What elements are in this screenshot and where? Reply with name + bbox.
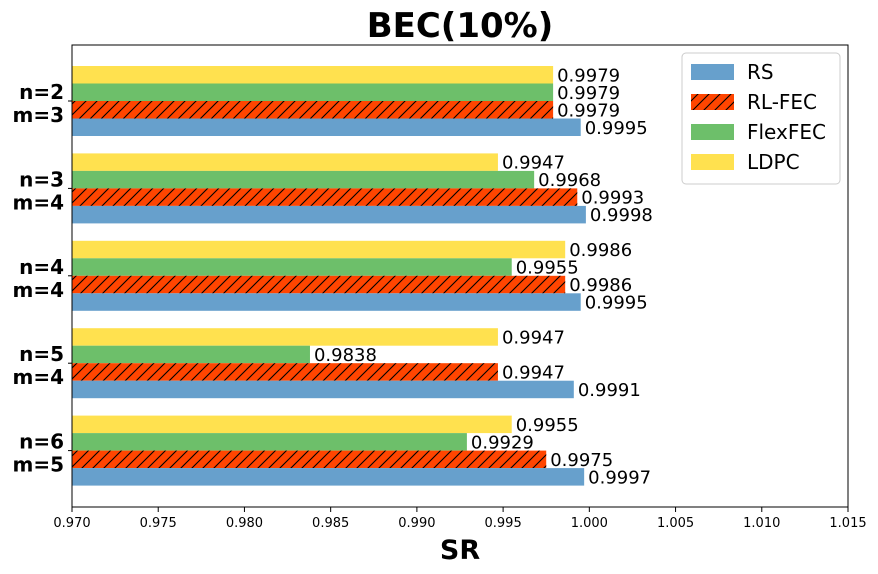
bar-flexfec	[72, 345, 310, 364]
bar-hatch-rl-fec	[72, 188, 578, 206]
bar-value-label: 0.9947	[502, 153, 565, 174]
legend-label-rl-fec: RL-FEC	[747, 90, 817, 114]
category-label-m: m=3	[12, 103, 64, 127]
x-tick-label: 0.980	[226, 516, 263, 531]
bar-value-label: 0.9993	[581, 188, 644, 209]
legend-box	[681, 52, 841, 185]
bar-hatch-rl-fec	[72, 450, 547, 469]
bar-value-label: 0.9986	[569, 240, 632, 261]
bar-value-label: 0.9968	[538, 170, 601, 191]
category-label-n: n=6	[19, 430, 64, 454]
bar-rs	[72, 205, 586, 224]
legend-label-rs: RS	[747, 60, 774, 84]
x-tick-label: 0.975	[140, 516, 177, 531]
bar-flexfec	[72, 433, 467, 451]
category-label-n: n=4	[19, 255, 64, 279]
chart-title: BEC(10%)	[367, 6, 554, 46]
category-label-m: m=4	[12, 278, 64, 302]
legend-swatch-rs	[691, 64, 734, 80]
x-tick-label: 1.000	[571, 516, 608, 531]
bar-ldpc	[72, 240, 566, 259]
bar-hatch-rl-fec	[72, 101, 554, 119]
bar-ldpc	[72, 153, 498, 171]
bar-hatch-rl-fec	[72, 363, 498, 381]
bar-value-label: 0.9986	[569, 275, 632, 296]
x-tick-label: 0.985	[312, 516, 349, 531]
category-label-m: m=4	[12, 365, 64, 389]
x-tick-label: 0.970	[53, 516, 90, 531]
x-tick-label: 0.995	[485, 516, 522, 531]
bar-value-label: 0.9995	[585, 293, 648, 314]
x-axis-label: SR	[440, 535, 480, 566]
x-tick-label: 1.015	[829, 516, 866, 531]
bar-value-label: 0.9929	[471, 432, 534, 453]
legend-label-flexfec: FlexFEC	[747, 120, 826, 144]
category-label-n: n=2	[19, 80, 64, 104]
category-label-n: n=3	[19, 167, 64, 191]
bar-ldpc	[72, 415, 512, 434]
bar-value-label: 0.9955	[516, 415, 579, 436]
bar-value-label: 0.9979	[557, 83, 620, 104]
bar-hatch-rl-fec	[72, 275, 566, 294]
bar-value-label: 0.9838	[314, 345, 377, 366]
bar-rs	[72, 380, 574, 399]
bar-value-label: 0.9998	[590, 205, 653, 226]
legend-swatch-hatch	[691, 94, 734, 110]
bar-rs	[72, 293, 581, 311]
category-label-n: n=5	[19, 342, 64, 366]
x-tick-label: 1.005	[657, 516, 694, 531]
bar-ldpc	[72, 66, 554, 84]
x-tick-label: 0.990	[398, 516, 435, 531]
legend-swatch-flexfec	[691, 124, 734, 140]
bar-value-label: 0.9975	[550, 450, 613, 471]
bar-value-label: 0.9995	[585, 118, 648, 139]
bar-rs	[72, 118, 581, 136]
category-label-m: m=4	[12, 190, 64, 214]
bar-value-label: 0.9955	[516, 258, 579, 279]
bar-rs	[72, 468, 585, 486]
bar-flexfec	[72, 258, 512, 276]
bar-value-label: 0.9979	[557, 100, 620, 121]
bar-value-label: 0.9947	[502, 362, 565, 383]
legend-swatch-ldpc	[691, 154, 734, 170]
bar-value-label: 0.9947	[502, 327, 565, 348]
bar-ldpc	[72, 328, 498, 346]
bar-value-label: 0.9997	[588, 467, 651, 488]
x-tick-label: 1.010	[743, 516, 780, 531]
bar-flexfec	[72, 83, 554, 101]
category-label-m: m=5	[12, 453, 64, 477]
bar-flexfec	[72, 170, 535, 189]
legend-label-ldpc: LDPC	[747, 150, 800, 174]
bar-value-label: 0.9991	[578, 380, 641, 401]
bar-value-label: 0.9979	[557, 65, 620, 86]
